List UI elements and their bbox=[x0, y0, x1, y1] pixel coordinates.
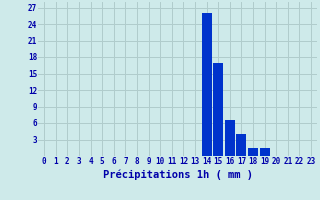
Bar bbox=[236, 134, 246, 156]
Bar bbox=[202, 13, 212, 156]
Bar bbox=[260, 148, 269, 156]
Bar bbox=[248, 148, 258, 156]
Bar bbox=[213, 62, 223, 156]
X-axis label: Précipitations 1h ( mm ): Précipitations 1h ( mm ) bbox=[103, 169, 252, 180]
Bar bbox=[225, 120, 235, 156]
